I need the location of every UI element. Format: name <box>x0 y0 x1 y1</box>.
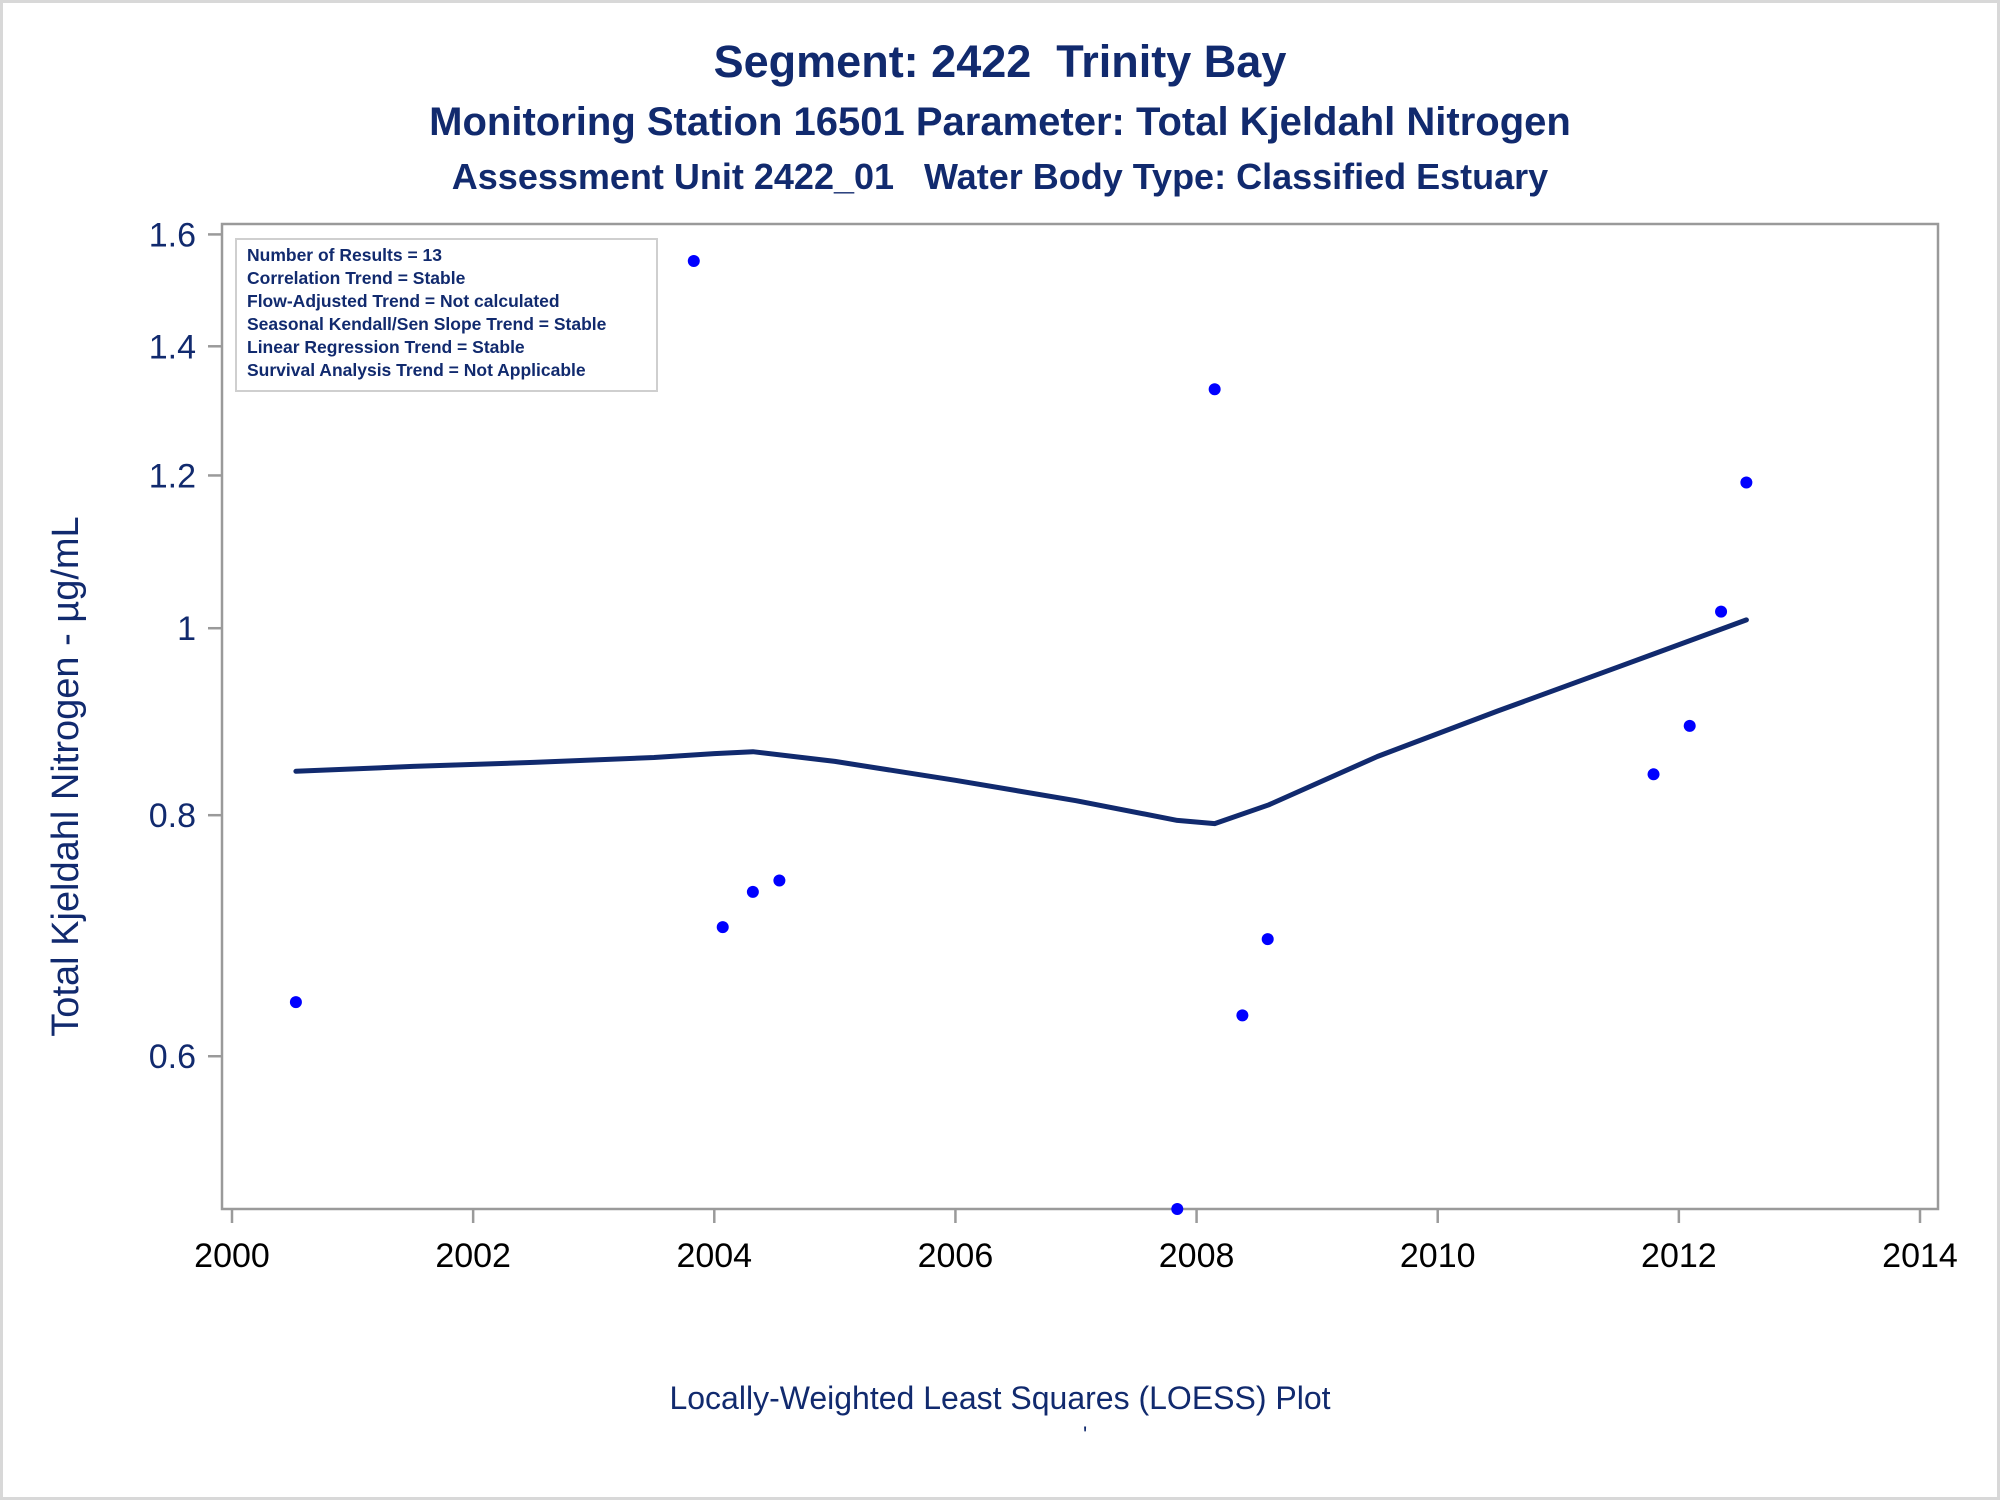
data-point <box>1261 933 1274 946</box>
legend-line: Correlation Trend = Stable <box>247 268 466 288</box>
data-point <box>773 874 786 887</box>
data-point <box>289 996 302 1009</box>
x-tick-label: 2000 <box>194 1237 270 1275</box>
x-tick-label: 2006 <box>918 1237 994 1275</box>
x-tick-label: 2004 <box>676 1237 752 1275</box>
plot-area-border <box>220 222 1940 1211</box>
loess-line-layer <box>293 617 1749 827</box>
legend-line: Number of Results = 13 <box>247 245 442 265</box>
data-point <box>1171 1203 1184 1215</box>
chart-footnote-mark: ' <box>1083 1422 1088 1447</box>
y-tick-label: 1 <box>177 610 196 648</box>
y-tick-label: 1.6 <box>149 216 196 254</box>
loess-trend-line <box>293 617 1749 827</box>
data-points-layer <box>289 255 1753 1215</box>
x-tick-label: 2012 <box>1641 1237 1717 1275</box>
legend-line: Linear Regression Trend = Stable <box>247 337 525 357</box>
axes-layer: 2000 2002 2004 2006 2008 2010 2012 2014 0.6 0.8 1 1… <box>45 216 1958 1275</box>
data-point <box>1715 605 1728 618</box>
y-tick-label: 1.2 <box>149 457 196 495</box>
y-tick-label: 0.6 <box>149 1038 196 1076</box>
legend-box: Number of Results = 13 Correlation Trend … <box>235 238 658 392</box>
y-axis-label: Total Kjeldahl Nitrogen - µg/mL <box>45 516 87 1036</box>
data-point <box>1740 476 1753 489</box>
x-tick-label: 2014 <box>1882 1237 1958 1275</box>
chart-subtitle-assessment-unit: Assessment Unit 2422_01 Water Body Type:… <box>451 156 1549 197</box>
chart-footnote: Locally-Weighted Least Squares (LOESS) P… <box>669 1380 1331 1416</box>
data-point <box>746 885 759 898</box>
y-tick-label: 0.8 <box>149 797 196 835</box>
x-tick-label: 2008 <box>1159 1237 1235 1275</box>
legend-line: Seasonal Kendall/Sen Slope Trend = Stabl… <box>247 314 607 334</box>
y-tick-label: 1.4 <box>149 328 196 366</box>
data-point <box>1208 383 1221 396</box>
x-tick-label: 2002 <box>435 1237 511 1275</box>
legend-line: Flow-Adjusted Trend = Not calculated <box>247 291 560 311</box>
chart-title: Segment: 2422 Trinity Bay <box>713 36 1287 87</box>
data-point <box>1683 719 1696 732</box>
legend-frame <box>235 238 658 392</box>
data-point <box>1236 1009 1249 1022</box>
chart-subtitle-station: Monitoring Station 16501 Parameter: Tota… <box>429 100 1571 144</box>
data-point <box>716 921 729 934</box>
x-tick-label: 2010 <box>1400 1237 1476 1275</box>
data-point <box>687 255 700 268</box>
legend-line: Survival Analysis Trend = Not Applicable <box>247 360 586 380</box>
data-point <box>1647 768 1660 781</box>
